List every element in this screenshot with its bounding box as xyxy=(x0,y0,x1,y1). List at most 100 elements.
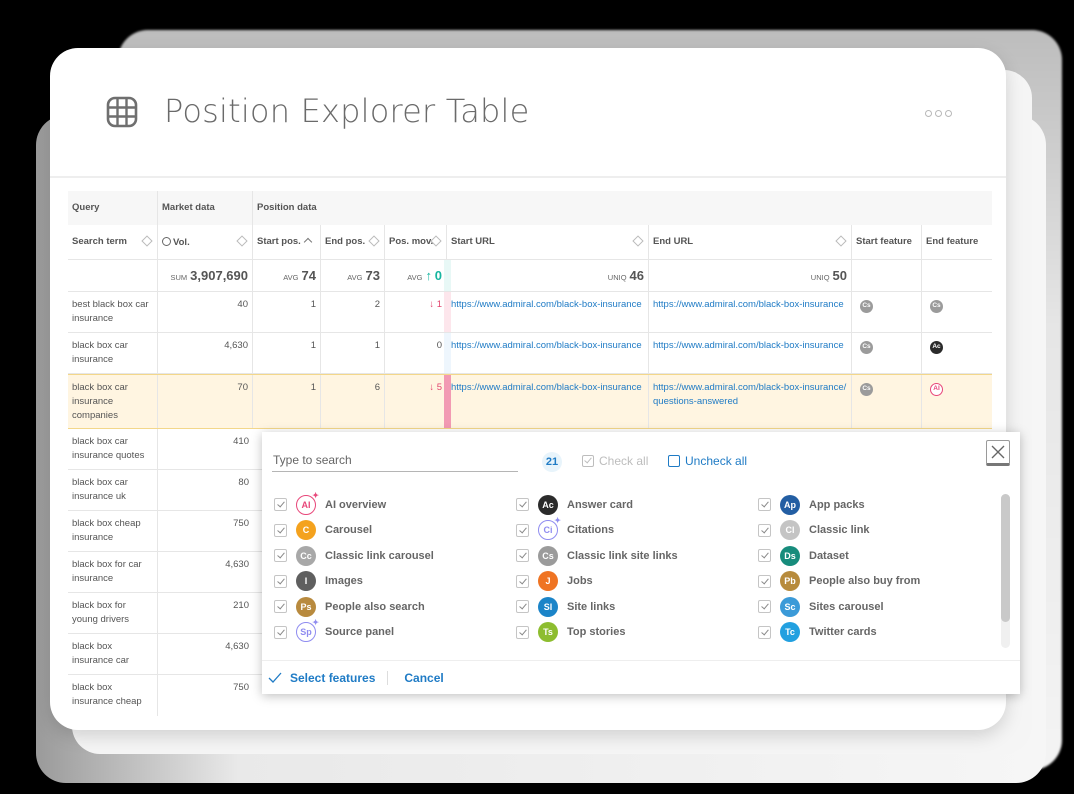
end-url-link[interactable]: https://www.admiral.com/black-box-insura… xyxy=(649,292,852,332)
feature-checkbox[interactable] xyxy=(274,625,287,639)
start-url-link[interactable]: https://www.admiral.com/black-box-insura… xyxy=(447,333,649,373)
uncheck-all-button[interactable]: Uncheck all xyxy=(668,454,747,468)
pos-movement: ↓ 1 xyxy=(385,292,451,332)
column-start-pos[interactable]: Start pos. xyxy=(253,225,321,259)
column-group-row: Query Market data Position data xyxy=(68,191,992,225)
classic-link-site-links-icon: Cs xyxy=(860,382,873,396)
feature-option-site-links[interactable]: Sl Site links xyxy=(516,594,758,620)
agg-label: AVG xyxy=(347,273,363,282)
feature-checkbox[interactable] xyxy=(516,549,529,563)
selected-count-badge: 21 xyxy=(542,452,562,472)
check-all-button[interactable]: Check all xyxy=(582,454,648,468)
feature-checkbox[interactable] xyxy=(516,625,529,639)
column-end-feature[interactable]: End feature xyxy=(926,236,979,247)
search-term: black box for car insurance xyxy=(68,552,158,592)
feature-option-twitter-cards[interactable]: Tc Twitter cards xyxy=(758,620,1000,646)
column-label: Pos. mov. xyxy=(389,236,434,247)
column-search-term[interactable]: Search term xyxy=(68,225,158,259)
end-url-link[interactable]: https://www.admiral.com/black-box-insura… xyxy=(649,375,852,428)
sort-icon[interactable] xyxy=(236,235,248,247)
classic-link-site-links-icon: Cs xyxy=(860,299,873,313)
start-url-link[interactable]: https://www.admiral.com/black-box-insura… xyxy=(447,375,649,428)
select-features-button[interactable]: Select features xyxy=(268,670,389,685)
feature-option-ai-overview[interactable]: AI AI overview xyxy=(274,492,516,518)
feature-option-carousel[interactable]: C Carousel xyxy=(274,518,516,544)
column-end-pos[interactable]: End pos. xyxy=(321,225,385,259)
feature-checkbox[interactable] xyxy=(758,574,771,588)
column-header-row: Search term Vol. Start pos. End pos. Pos… xyxy=(68,225,992,260)
feature-option-top-stories[interactable]: Ts Top stories xyxy=(516,620,758,646)
end-pos: 2 xyxy=(321,292,385,332)
table-row[interactable]: black box insurance cheap 750 xyxy=(68,675,992,716)
column-end-url[interactable]: End URL xyxy=(649,225,852,259)
search-term: black box cheap insurance xyxy=(68,511,158,551)
start-url-link[interactable]: https://www.admiral.com/black-box-insura… xyxy=(447,292,649,332)
feature-checkbox[interactable] xyxy=(274,523,287,537)
top-stories-icon: Ts xyxy=(538,622,558,643)
start-feature: Cs xyxy=(852,292,922,332)
feature-checkbox[interactable] xyxy=(758,625,771,639)
ai-overview-icon: AI xyxy=(930,382,943,396)
sort-icon[interactable] xyxy=(368,235,380,247)
sort-icon[interactable] xyxy=(835,235,847,247)
close-icon xyxy=(991,445,1005,459)
check-all-label: Check all xyxy=(599,454,649,468)
sort-icon[interactable] xyxy=(141,235,153,247)
feature-option-classic-link-carousel[interactable]: Cc Classic link carousel xyxy=(274,543,516,569)
feature-option-jobs[interactable]: J Jobs xyxy=(516,569,758,595)
feature-checkbox[interactable] xyxy=(516,574,529,588)
end-url-link[interactable]: https://www.admiral.com/black-box-insura… xyxy=(649,333,852,373)
feature-checkbox[interactable] xyxy=(758,600,771,614)
more-options-button[interactable] xyxy=(925,110,952,117)
feature-checkbox[interactable] xyxy=(516,523,529,537)
checkmark-icon xyxy=(268,672,282,683)
feature-option-source-panel[interactable]: Sp Source panel xyxy=(274,618,516,646)
feature-checkbox[interactable] xyxy=(516,600,529,614)
close-button[interactable] xyxy=(986,440,1010,466)
column-start-feature[interactable]: Start feature xyxy=(852,225,922,259)
agg-value: 74 xyxy=(301,268,316,283)
feature-search-input[interactable] xyxy=(272,448,518,472)
start-pos: 1 xyxy=(253,333,321,373)
feature-checkbox[interactable] xyxy=(758,523,771,537)
feature-option-people-also-search[interactable]: Ps People also search xyxy=(274,594,516,620)
sort-ascending-icon[interactable] xyxy=(303,237,313,247)
feature-checkbox[interactable] xyxy=(758,549,771,563)
column-start-url[interactable]: Start URL xyxy=(447,225,649,259)
column-volume[interactable]: Vol. xyxy=(158,225,253,259)
feature-option-images[interactable]: I Images xyxy=(274,569,516,595)
cancel-button[interactable]: Cancel xyxy=(404,670,444,685)
feature-option-classic-link-site-links[interactable]: Cs Classic link site links xyxy=(516,543,758,569)
column-pos-mov[interactable]: Pos. mov. xyxy=(385,225,447,259)
feature-checkbox[interactable] xyxy=(516,498,529,512)
scrollbar-thumb[interactable] xyxy=(1001,494,1010,622)
column-label: End URL xyxy=(653,236,694,247)
column-label: Start URL xyxy=(451,236,495,247)
feature-checkbox[interactable] xyxy=(274,549,287,563)
volume: 4,630 xyxy=(225,641,249,652)
feature-checkbox[interactable] xyxy=(274,498,287,512)
sort-icon[interactable] xyxy=(632,235,644,247)
feature-option-people-also-buy-from[interactable]: Pb People also buy from xyxy=(758,569,1000,595)
feature-option-answer-card[interactable]: Ac Answer card xyxy=(516,492,758,518)
search-term: black box car insurance companies xyxy=(68,375,158,428)
feature-checkbox[interactable] xyxy=(758,498,771,512)
table-row-highlighted[interactable]: black box car insurance companies 70 1 6… xyxy=(68,374,992,429)
feature-option-classic-link[interactable]: Cl Classic link xyxy=(758,518,1000,544)
feature-option-dataset[interactable]: Ds Dataset xyxy=(758,543,1000,569)
more-dots-icon xyxy=(935,110,942,117)
more-dots-icon xyxy=(945,110,952,117)
feature-label: Classic link xyxy=(809,524,870,537)
volume: 80 xyxy=(238,477,249,488)
feature-list-scrollbar[interactable] xyxy=(1001,494,1010,648)
feature-label: Dataset xyxy=(809,549,849,562)
feature-checkbox[interactable] xyxy=(274,600,287,614)
feature-option-sites-carousel[interactable]: Sc Sites carousel xyxy=(758,594,1000,620)
feature-option-app-packs[interactable]: Ap App packs xyxy=(758,492,1000,518)
feature-label: Carousel xyxy=(325,524,373,537)
classic-link-icon: Cl xyxy=(780,520,800,541)
feature-checkbox[interactable] xyxy=(274,574,287,588)
feature-option-citations[interactable]: Ci Citations xyxy=(516,516,758,544)
table-row[interactable]: black box car insurance 4,630 1 1 0 http… xyxy=(68,333,992,374)
table-row[interactable]: best black box car insurance 40 1 2 ↓ 1 … xyxy=(68,292,992,333)
